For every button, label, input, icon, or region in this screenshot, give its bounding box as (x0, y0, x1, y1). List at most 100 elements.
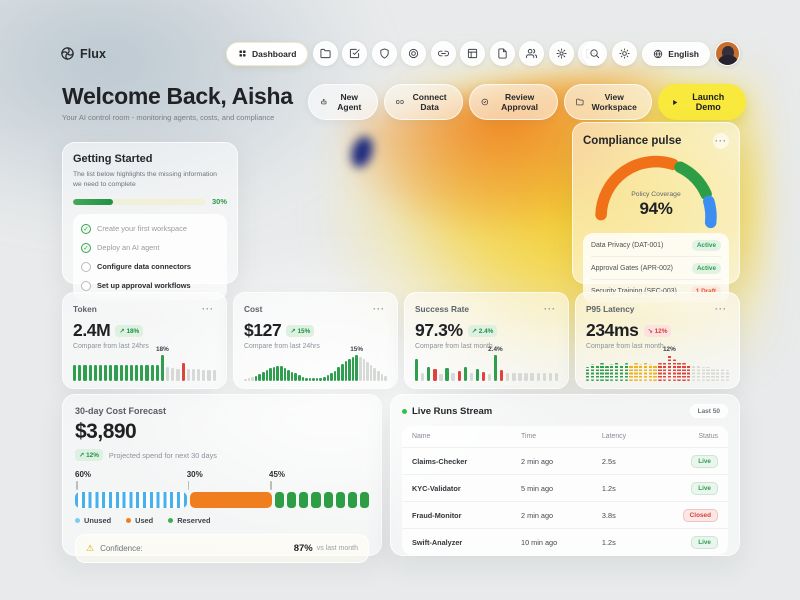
target-nav-button[interactable] (401, 41, 427, 66)
live-indicator-dot (402, 408, 407, 414)
task-item[interactable]: Configure data connectors (81, 257, 219, 276)
metric-compare: Compare from last month (415, 343, 493, 350)
play-icon (671, 98, 679, 107)
gear-nav-button[interactable] (548, 41, 574, 66)
action-buttons: New Agent Connect Data Review Approval View… (308, 84, 652, 120)
new-agent-button[interactable]: New Agent (308, 84, 378, 120)
brand-name: Flux (80, 46, 107, 61)
forecast-delta-badge: ↗ 12% (75, 449, 103, 461)
live-runs-title: Live Runs Stream (412, 405, 493, 417)
run-name: Swift-Analyzer (412, 537, 463, 547)
segment-reserved (275, 492, 370, 508)
policy-name: Security Training (SEC-003) (591, 287, 677, 295)
brand[interactable]: Flux (60, 46, 106, 61)
search-button[interactable] (582, 41, 608, 66)
avatar[interactable] (715, 41, 740, 66)
live-runs-card: Live Runs Stream Last 50 Name Time Latency… (390, 394, 740, 556)
sparkline-chart: 15% (244, 343, 387, 381)
policy-coverage-gauge: Policy Coverage 94% (583, 151, 729, 229)
policy-status-badge: Active (691, 262, 721, 274)
tab-dashboard[interactable]: Dashboard (226, 41, 309, 66)
table-row[interactable]: KYC-Validator 5 min ago 1.2s Live (402, 474, 728, 501)
getting-started-description: The list below highlights the missing in… (73, 171, 217, 189)
target-icon (408, 48, 419, 59)
compliance-pulse-card: Compliance pulse ··· Policy Coverage 94%… (572, 122, 740, 303)
getting-started-card: Getting Started The list below highlight… (62, 142, 238, 301)
policy-name: Data Privacy (DAT-001) (591, 241, 664, 249)
policy-row: Security Training (SEC-003) 1 Draft (591, 279, 721, 302)
metric-value: 2.4M (73, 320, 111, 340)
segment-tick (76, 481, 78, 490)
connect-data-button[interactable]: Connect Data (383, 84, 463, 120)
run-status-badge: Live (691, 535, 718, 549)
allocation-bar (75, 492, 370, 508)
gear-icon (556, 48, 567, 59)
launch-demo-label: Launch Demo (692, 92, 725, 112)
forecast-note: Projected spend for next 30 days (108, 450, 217, 460)
search-icon (589, 48, 600, 59)
column-header-name: Name (412, 433, 431, 440)
more-options-button[interactable]: ··· (542, 301, 558, 317)
empty-circle-icon (81, 261, 91, 272)
metric-card-token: Token ··· 2.4M ↗ 18% Compare from last 24hrs… (62, 292, 227, 389)
check-square-nav-button[interactable] (342, 41, 368, 66)
confidence-label: Confidence: (100, 544, 143, 553)
table-row[interactable]: Fraud-Monitor 2 min ago 3.8s Closed (402, 501, 728, 528)
metric-delta-badge: ↗ 18% (115, 324, 144, 337)
task-label: Set up approval workflows (97, 281, 191, 291)
language-selector[interactable]: English (642, 41, 710, 66)
bot-icon (320, 97, 328, 107)
more-options-button[interactable]: ··· (200, 301, 216, 317)
task-label: Create your first workspace (97, 224, 187, 234)
policy-row: Data Privacy (DAT-001) Active (591, 234, 721, 256)
users-icon (526, 48, 538, 59)
nav-right: English (582, 41, 740, 66)
folder-icon (320, 48, 331, 59)
segment-labels: 60% 30% 45% (75, 470, 369, 492)
shield-icon (379, 48, 390, 59)
metric-delta-badge: ↘ 12% (643, 324, 672, 337)
confidence-value: 87% (293, 543, 313, 554)
badge-check-icon (481, 97, 489, 107)
column-header-latency: Latency (601, 433, 627, 440)
folder-nav-button[interactable] (312, 41, 338, 66)
metric-card-success-rate: Success Rate ··· 97.3% ↗ 2.4% Compare from l… (404, 292, 569, 389)
column-header-status: Status (698, 433, 718, 440)
more-options-button[interactable]: ··· (713, 133, 729, 149)
launch-demo-button[interactable]: Launch Demo (657, 84, 746, 120)
gauge-arcs (595, 155, 717, 229)
run-name: KYC-Validator (412, 483, 461, 493)
gauge-value: 94% (639, 199, 673, 218)
more-options-button[interactable]: ··· (371, 301, 387, 317)
more-options-button[interactable]: ··· (713, 301, 729, 317)
metric-card-cost: Cost ··· $127 ↗ 15% Compare from last 24hrs 1… (233, 292, 398, 389)
dashboard-icon (238, 49, 247, 58)
page-title: Welcome Back, Aisha (62, 83, 293, 109)
empty-circle-icon (81, 280, 91, 291)
run-name: Fraud-Monitor (412, 510, 462, 520)
metric-title: Success Rate (415, 304, 469, 314)
legend-dot (168, 518, 174, 523)
last-50-badge[interactable]: Last 50 (689, 404, 728, 418)
shield-nav-button[interactable] (371, 41, 397, 66)
warning-icon: ⚠︎ (86, 543, 95, 553)
run-time: 2 min ago (521, 510, 554, 520)
users-nav-button[interactable] (519, 41, 545, 66)
theme-toggle-button[interactable] (612, 41, 638, 66)
task-item[interactable]: Set up approval workflows (81, 276, 219, 295)
task-item[interactable]: ✓ Deploy an AI agent (81, 238, 219, 257)
task-item[interactable]: ✓ Create your first workspace (81, 219, 219, 238)
review-approval-button[interactable]: Review Approval (468, 84, 558, 120)
file-nav-button[interactable] (489, 41, 515, 66)
metric-value: 234ms (586, 320, 639, 340)
segment-label-reserved: 45% (269, 470, 286, 479)
getting-started-title: Getting Started (73, 153, 153, 165)
compliance-title: Compliance pulse (583, 135, 682, 147)
view-workspace-button[interactable]: View Workspace (563, 84, 652, 120)
progress-fill (73, 199, 113, 205)
table-row[interactable]: Claims-Checker 2 min ago 2.5s Live (402, 447, 728, 474)
table-row[interactable]: Swift-Analyzer 10 min ago 1.2s Live (402, 528, 728, 555)
legend-item-reserved: Reserved (168, 516, 210, 525)
columns-nav-button[interactable] (460, 41, 486, 66)
link-nav-button[interactable] (430, 41, 456, 66)
